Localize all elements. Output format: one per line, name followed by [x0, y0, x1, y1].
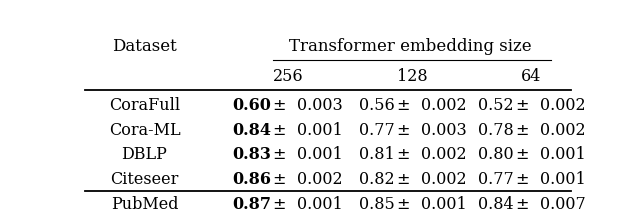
Text: Dataset: Dataset — [112, 38, 177, 55]
Text: 0.001: 0.001 — [540, 171, 586, 188]
Text: 0.001: 0.001 — [297, 122, 343, 139]
Text: $\pm$: $\pm$ — [272, 171, 285, 188]
Text: 0.81: 0.81 — [359, 146, 395, 163]
Text: CoraFull: CoraFull — [109, 97, 180, 114]
Text: 0.78: 0.78 — [478, 122, 514, 139]
Text: 0.84: 0.84 — [232, 122, 271, 139]
Text: $\pm$: $\pm$ — [396, 97, 410, 114]
Text: $\pm$: $\pm$ — [272, 196, 285, 213]
Text: 0.002: 0.002 — [540, 122, 586, 139]
Text: $\pm$: $\pm$ — [396, 122, 410, 139]
Text: 0.56: 0.56 — [359, 97, 395, 114]
Text: $\pm$: $\pm$ — [515, 122, 529, 139]
Text: 0.83: 0.83 — [232, 146, 271, 163]
Text: 0.001: 0.001 — [297, 196, 343, 213]
Text: $\pm$: $\pm$ — [515, 146, 529, 163]
Text: Cora-ML: Cora-ML — [109, 122, 180, 139]
Text: 0.60: 0.60 — [232, 97, 271, 114]
Text: 0.002: 0.002 — [540, 97, 586, 114]
Text: 0.84: 0.84 — [478, 196, 514, 213]
Text: 256: 256 — [273, 68, 303, 85]
Text: 0.002: 0.002 — [297, 171, 343, 188]
Text: 0.85: 0.85 — [359, 196, 395, 213]
Text: 0.001: 0.001 — [297, 146, 343, 163]
Text: $\pm$: $\pm$ — [396, 196, 410, 213]
Text: 0.001: 0.001 — [540, 146, 586, 163]
Text: 0.52: 0.52 — [478, 97, 514, 114]
Text: $\pm$: $\pm$ — [272, 146, 285, 163]
Text: 0.86: 0.86 — [232, 171, 271, 188]
Text: Transformer embedding size: Transformer embedding size — [289, 38, 531, 55]
Text: $\pm$: $\pm$ — [272, 122, 285, 139]
Text: DBLP: DBLP — [122, 146, 168, 163]
Text: 0.80: 0.80 — [478, 146, 514, 163]
Text: 0.87: 0.87 — [232, 196, 271, 213]
Text: $\pm$: $\pm$ — [396, 171, 410, 188]
Text: 0.77: 0.77 — [359, 122, 395, 139]
Text: 128: 128 — [397, 68, 428, 85]
Text: 0.007: 0.007 — [540, 196, 586, 213]
Text: $\pm$: $\pm$ — [515, 171, 529, 188]
Text: PubMed: PubMed — [111, 196, 178, 213]
Text: $\pm$: $\pm$ — [515, 196, 529, 213]
Text: 0.003: 0.003 — [421, 122, 467, 139]
Text: 0.77: 0.77 — [478, 171, 514, 188]
Text: 0.002: 0.002 — [421, 97, 467, 114]
Text: 0.002: 0.002 — [421, 171, 467, 188]
Text: $\pm$: $\pm$ — [396, 146, 410, 163]
Text: 0.003: 0.003 — [297, 97, 343, 114]
Text: 0.82: 0.82 — [359, 171, 395, 188]
Text: Citeseer: Citeseer — [110, 171, 179, 188]
Text: 64: 64 — [521, 68, 541, 85]
Text: $\pm$: $\pm$ — [515, 97, 529, 114]
Text: $\pm$: $\pm$ — [272, 97, 285, 114]
Text: 0.002: 0.002 — [421, 146, 467, 163]
Text: 0.001: 0.001 — [421, 196, 467, 213]
